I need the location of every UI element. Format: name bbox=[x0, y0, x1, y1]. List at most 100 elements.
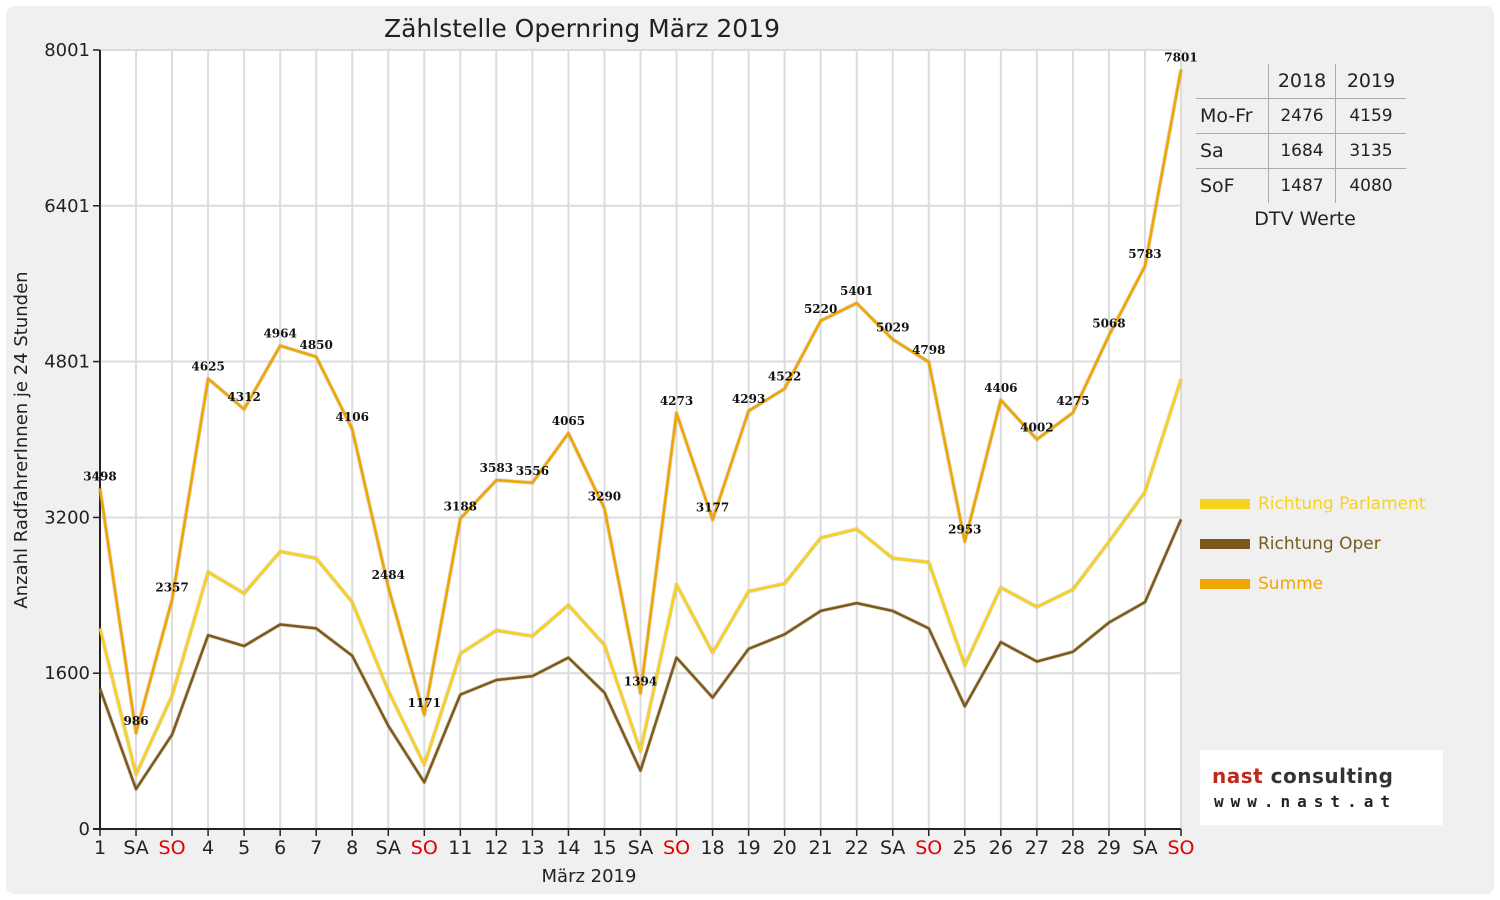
x-tick-label: 6 bbox=[274, 837, 286, 859]
legend-label: Summe bbox=[1258, 574, 1324, 594]
grid bbox=[100, 49, 1182, 829]
data-label: 7801 bbox=[1164, 50, 1197, 64]
dtv-value: 3135 bbox=[1335, 133, 1406, 169]
legend-label: Richtung Oper bbox=[1258, 534, 1381, 554]
legend-swatch bbox=[1200, 579, 1250, 589]
logo-url: www.nast.at bbox=[1214, 792, 1397, 811]
data-label: 4522 bbox=[768, 370, 801, 384]
x-tick-label: 8 bbox=[346, 837, 358, 859]
x-tick-label: 14 bbox=[556, 837, 580, 859]
data-label: 4293 bbox=[732, 392, 765, 406]
y-tick-label: 3200 bbox=[44, 507, 90, 528]
logo-name-part1: nast bbox=[1212, 764, 1264, 788]
data-label: 4312 bbox=[227, 390, 260, 404]
x-tick-label: SA bbox=[1132, 837, 1157, 859]
data-label: 2357 bbox=[155, 581, 188, 595]
x-tick-label: SA bbox=[880, 837, 905, 859]
dtv-col-2019: 2019 bbox=[1335, 64, 1406, 99]
dtv-row-label: Mo-Fr bbox=[1196, 98, 1269, 134]
data-label: 5783 bbox=[1128, 247, 1161, 261]
y-tick-label: 1600 bbox=[44, 663, 90, 684]
x-tick-label: 12 bbox=[484, 837, 508, 859]
dtv-value: 1487 bbox=[1268, 168, 1336, 203]
y-tick-label: 0 bbox=[79, 819, 90, 840]
legend-item-oper: Richtung Oper bbox=[1200, 534, 1381, 554]
data-label: 5029 bbox=[876, 320, 909, 334]
dtv-row: SoF 1487 4080 bbox=[1196, 168, 1406, 203]
legend-swatch bbox=[1200, 499, 1250, 509]
data-label: 4850 bbox=[299, 338, 332, 352]
x-tick-label: 25 bbox=[953, 837, 977, 859]
x-tick-label: 5 bbox=[238, 837, 250, 859]
dtv-row: Sa 1684 3135 bbox=[1196, 133, 1406, 169]
data-label: 3583 bbox=[480, 461, 513, 475]
x-tick-label: 20 bbox=[773, 837, 797, 859]
dtv-value: 4080 bbox=[1349, 176, 1393, 196]
data-label: 2953 bbox=[948, 522, 981, 536]
legend-swatch bbox=[1200, 539, 1250, 549]
data-label: 4273 bbox=[660, 394, 693, 408]
x-tick-label: 19 bbox=[737, 837, 761, 859]
dtv-header-row: 2018 2019 bbox=[1196, 64, 1406, 99]
x-tick-label: SO bbox=[663, 837, 690, 859]
y-axis-label: Anzahl RadfahrerInnen je 24 Stunden bbox=[11, 271, 32, 608]
x-tick-label: 4 bbox=[202, 837, 214, 859]
x-tick-label: SO bbox=[1167, 837, 1194, 859]
data-label: 5068 bbox=[1092, 317, 1125, 331]
dtv-value: 1684 bbox=[1268, 133, 1336, 169]
x-tick-label: 11 bbox=[448, 837, 472, 859]
logo-name-part2: consulting bbox=[1263, 764, 1394, 788]
dtv-row-label: SoF bbox=[1196, 168, 1269, 203]
data-label: 4798 bbox=[912, 343, 945, 357]
series bbox=[98, 69, 1183, 792]
x-tick-label: SO bbox=[159, 837, 186, 859]
data-label: 4406 bbox=[984, 381, 1017, 395]
data-label: 5220 bbox=[804, 302, 837, 316]
x-tick-label: 28 bbox=[1061, 837, 1085, 859]
x-tick-label: 26 bbox=[989, 837, 1013, 859]
data-label: 3556 bbox=[516, 464, 549, 478]
dtv-row-label: Sa bbox=[1196, 133, 1269, 169]
company-logo: nast consulting www.nast.at bbox=[1200, 750, 1443, 825]
dtv-row: Mo-Fr 2476 4159 bbox=[1196, 98, 1406, 134]
x-tick-label: 29 bbox=[1097, 837, 1121, 859]
y-tick-label: 4801 bbox=[44, 352, 90, 373]
dtv-corner bbox=[1196, 64, 1269, 99]
series-line-richtung-oper bbox=[98, 518, 1183, 791]
data-label: 1394 bbox=[624, 674, 657, 688]
x-tick-label: SO bbox=[411, 837, 438, 859]
x-tick-label: SO bbox=[915, 837, 942, 859]
dtv-value: 2476 bbox=[1268, 98, 1336, 134]
chart-title: Zählstelle Opernring März 2019 bbox=[384, 14, 780, 43]
data-label: 3188 bbox=[444, 500, 477, 514]
x-tick-label: 21 bbox=[809, 837, 833, 859]
dtv-value: 4159 bbox=[1335, 98, 1406, 134]
data-label: 4275 bbox=[1056, 394, 1089, 408]
data-label: 3290 bbox=[588, 490, 621, 504]
dtv-caption: DTV Werte bbox=[1254, 208, 1356, 230]
logo-name: nast consulting bbox=[1212, 764, 1393, 788]
data-label: 4002 bbox=[1020, 420, 1053, 434]
data-label: 4065 bbox=[552, 414, 585, 428]
data-label: 4106 bbox=[336, 410, 369, 424]
x-tick-label: 15 bbox=[592, 837, 616, 859]
x-tick-label: 18 bbox=[700, 837, 724, 859]
legend-item-summe: Summe bbox=[1200, 574, 1323, 594]
data-label: 4625 bbox=[191, 360, 224, 374]
data-label: 2484 bbox=[372, 568, 405, 582]
x-tick-label: 27 bbox=[1025, 837, 1049, 859]
x-tick-label: SA bbox=[123, 837, 148, 859]
axes: 1 SA SO 4 5 6 7 8 SA SO 11 12 13 14 15 SA SO 18 19 20 21 22 SA… bbox=[44, 40, 1194, 859]
data-label: 3498 bbox=[83, 469, 116, 483]
data-label: 5401 bbox=[840, 284, 873, 298]
dtv-table: 2018 2019 Mo-Fr 2476 4159 Sa 1684 3135 S… bbox=[1196, 64, 1406, 203]
series-line-summe bbox=[98, 69, 1183, 735]
series-line-richtung-parlament bbox=[98, 378, 1183, 776]
x-tick-label: 13 bbox=[520, 837, 544, 859]
y-tick-label: 6401 bbox=[44, 196, 90, 217]
x-tick-label: SA bbox=[376, 837, 401, 859]
legend-item-parlament: Richtung Parlament bbox=[1200, 494, 1426, 514]
x-axis-label: März 2019 bbox=[542, 866, 637, 887]
